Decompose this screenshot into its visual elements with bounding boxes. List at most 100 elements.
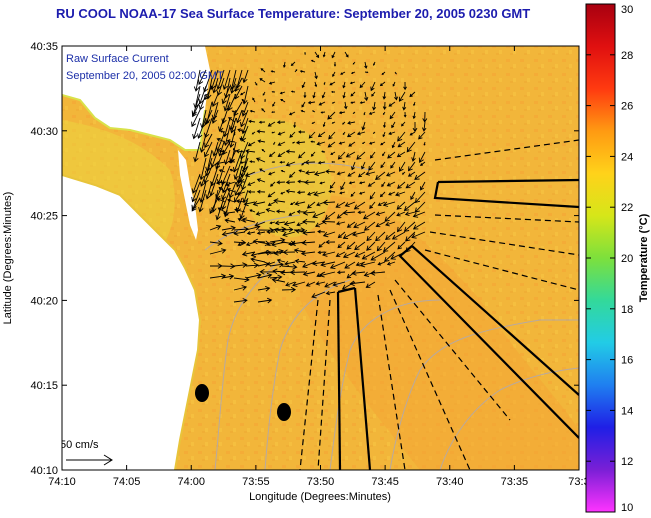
current-vector xyxy=(331,90,336,93)
current-vector xyxy=(317,160,326,165)
current-vector xyxy=(335,251,346,258)
current-vector xyxy=(342,231,356,239)
current-vector xyxy=(352,231,366,237)
current-vector xyxy=(342,131,346,135)
current-vector xyxy=(405,181,416,189)
current-vector xyxy=(359,261,376,268)
x-axis-label: Longitude (Degrees:Minutes) xyxy=(249,491,391,503)
current-vector xyxy=(259,269,276,275)
current-vector xyxy=(191,173,201,194)
current-vector xyxy=(273,198,286,204)
current-vector xyxy=(199,157,207,181)
shoreline xyxy=(62,174,202,470)
current-vector xyxy=(233,285,248,291)
current-vector xyxy=(414,201,426,213)
current-vector xyxy=(271,90,276,93)
current-vector xyxy=(338,111,346,115)
y-axis-label: Latitude (Degrees:Minutes) xyxy=(2,192,14,325)
nj-coast xyxy=(62,175,200,470)
current-vector xyxy=(242,69,249,84)
current-vector xyxy=(407,161,416,172)
current-vector xyxy=(285,189,296,194)
current-vector xyxy=(285,161,296,167)
current-vector xyxy=(314,71,318,80)
radar-lines xyxy=(299,139,579,470)
current-vector xyxy=(350,91,356,97)
current-vector xyxy=(209,224,222,231)
current-vector xyxy=(211,93,219,108)
current-vector xyxy=(363,111,366,116)
current-vector xyxy=(257,249,272,256)
current-vector xyxy=(379,81,386,87)
current-vector xyxy=(368,111,376,115)
current-vector xyxy=(267,121,276,127)
colorbar-tick-label: 18 xyxy=(621,304,633,316)
current-vector xyxy=(330,151,336,155)
current-vector xyxy=(294,69,298,73)
current-vector xyxy=(203,165,213,184)
radar-line-dashed xyxy=(394,279,511,421)
current-vector xyxy=(295,140,306,145)
annotation-line-1: Raw Surface Current xyxy=(66,53,169,65)
current-vector xyxy=(215,181,225,200)
current-vector xyxy=(255,211,266,216)
current-vector xyxy=(276,258,286,263)
current-vector xyxy=(271,111,276,114)
current-vector xyxy=(221,181,231,201)
current-vector xyxy=(391,141,396,149)
current-vector xyxy=(296,221,306,227)
current-vector xyxy=(209,248,227,255)
current-vector xyxy=(370,270,386,276)
current-vector xyxy=(407,171,416,177)
current-vector xyxy=(284,260,296,266)
current-vector xyxy=(321,218,336,225)
current-vector xyxy=(321,91,326,99)
current-vector xyxy=(336,221,346,226)
current-vector xyxy=(369,191,376,200)
x-tick-label: 73:50 xyxy=(307,476,335,488)
current-vector xyxy=(382,131,386,138)
current-vector xyxy=(382,91,387,100)
current-vector xyxy=(322,199,336,206)
current-vector xyxy=(409,131,416,136)
current-vector xyxy=(288,211,296,216)
current-vector xyxy=(205,149,213,173)
y-tick-label: 40:35 xyxy=(30,41,58,53)
current-vector xyxy=(375,211,386,216)
current-vector xyxy=(247,181,256,186)
current-vector xyxy=(402,101,407,111)
current-vector xyxy=(267,201,276,207)
current-vector xyxy=(310,59,316,63)
colorbar-tick-label: 26 xyxy=(621,101,633,113)
current-vector xyxy=(223,197,231,218)
current-vector xyxy=(294,201,306,206)
current-vector xyxy=(411,231,426,239)
current-vector xyxy=(410,191,416,201)
current-vector xyxy=(314,171,326,177)
current-vector xyxy=(210,69,219,90)
current-vector xyxy=(349,280,366,287)
current-vector xyxy=(337,231,346,239)
radar-line-dashed xyxy=(434,139,579,161)
current-vector xyxy=(421,121,427,132)
current-vector xyxy=(288,171,296,178)
current-vector xyxy=(221,101,231,125)
current-vector xyxy=(388,191,396,196)
current-vector xyxy=(379,191,386,198)
current-vector xyxy=(344,201,356,207)
radar-line-dashed xyxy=(299,299,319,470)
current-vector xyxy=(385,231,396,240)
current-vector xyxy=(292,281,306,288)
current-vector xyxy=(241,251,256,257)
current-vector xyxy=(342,81,346,89)
current-vector xyxy=(277,131,286,136)
colorbar-tick-label: 28 xyxy=(621,50,633,62)
current-vector xyxy=(414,171,426,180)
current-vector xyxy=(245,224,261,231)
current-vector xyxy=(245,262,259,269)
scale-arrow xyxy=(66,454,113,466)
current-vector xyxy=(285,149,296,154)
current-vector xyxy=(411,151,416,162)
current-vector xyxy=(358,181,366,185)
current-vector xyxy=(265,208,276,213)
